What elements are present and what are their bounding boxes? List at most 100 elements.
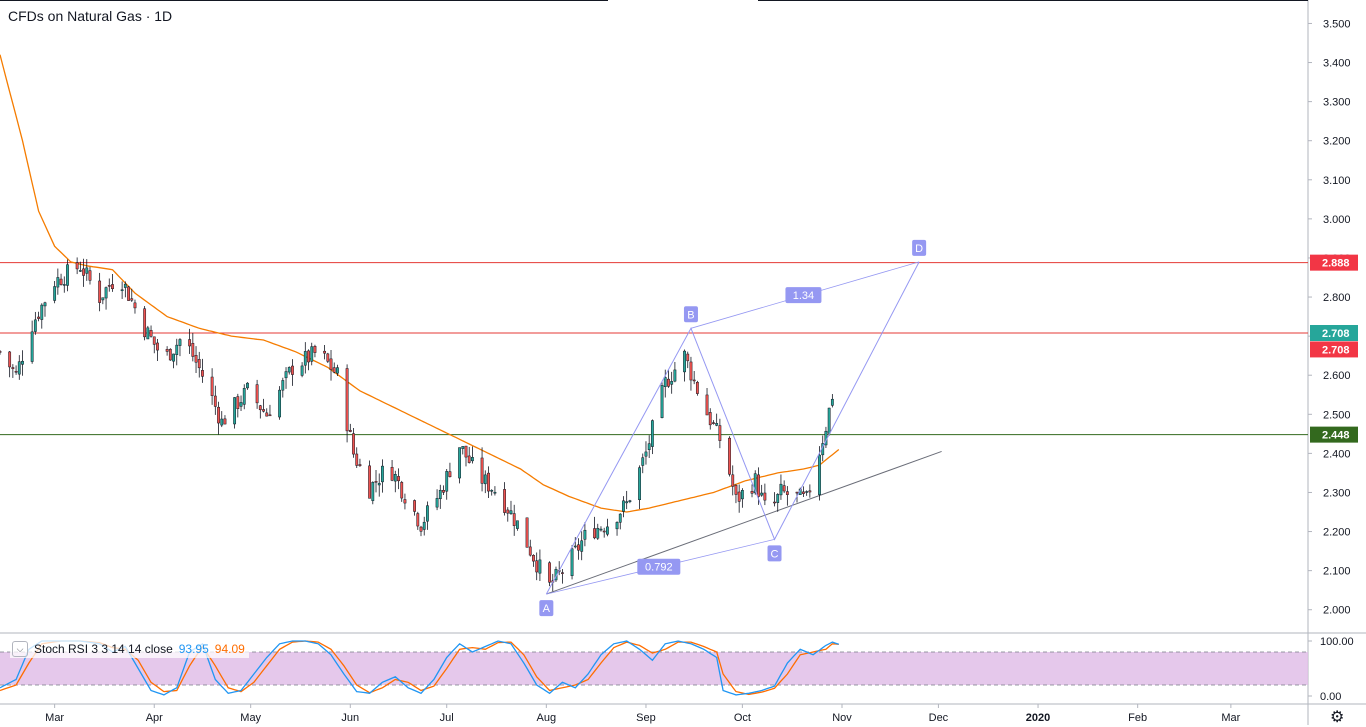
- candle-body: [101, 297, 105, 301]
- candle-body: [692, 379, 696, 382]
- candle-body: [56, 277, 60, 288]
- candle-body: [258, 405, 262, 411]
- candle-body: [355, 453, 359, 466]
- candle-body: [413, 500, 416, 512]
- candle-body: [458, 447, 461, 479]
- candle-body: [143, 308, 147, 338]
- price-tick-label: 3.200: [1323, 136, 1351, 148]
- chart-title: CFDs on Natural Gas · 1D: [8, 8, 173, 24]
- price-tick-label: 2.300: [1323, 487, 1351, 499]
- candle-body: [149, 330, 153, 337]
- candle-body: [281, 380, 285, 391]
- candle-body: [188, 339, 192, 347]
- candle-body: [605, 526, 609, 535]
- candle-body: [156, 342, 159, 351]
- time-axis[interactable]: Mar Apr May Jun Jul Aug Sep Oct Nov Dec 2020 Feb Mar: [45, 704, 1241, 724]
- candle-body: [236, 396, 240, 410]
- candle-body: [750, 490, 754, 494]
- candle-body: [650, 420, 654, 447]
- candle-body: [573, 545, 577, 548]
- candle-body: [123, 283, 127, 288]
- candle-body: [310, 346, 314, 362]
- time-tick-label: Apr: [146, 712, 163, 724]
- candle-body: [348, 429, 352, 432]
- price-tick-label: 2.100: [1323, 566, 1351, 578]
- candle-body: [580, 540, 584, 552]
- time-tick-label: 2020: [1026, 712, 1050, 724]
- candle-body: [644, 451, 648, 457]
- stoch-tick-label: 0.00: [1320, 691, 1341, 703]
- candle-body: [493, 491, 497, 494]
- pattern-ratio-badge: [785, 287, 822, 304]
- candle-body: [416, 513, 420, 527]
- price-badge-label: 2.888: [1322, 258, 1350, 270]
- candle-body: [265, 412, 269, 417]
- candle-body: [715, 423, 719, 426]
- candle-body: [548, 562, 551, 583]
- candle-body: [731, 474, 735, 487]
- candle-body: [284, 371, 288, 379]
- chevron-down-icon[interactable]: ⌵: [12, 641, 28, 657]
- candle-body: [622, 500, 625, 512]
- candle-body: [82, 268, 85, 276]
- candle-body: [374, 481, 378, 483]
- candle-body: [757, 474, 760, 497]
- candle-body: [760, 492, 764, 496]
- candle-body: [712, 422, 715, 424]
- candle-body: [471, 457, 474, 462]
- candle-body: [403, 499, 407, 504]
- candle-body: [120, 289, 124, 292]
- candle-body: [40, 304, 44, 320]
- candle-body: [66, 264, 69, 286]
- pattern-point-badge: [912, 239, 927, 256]
- candle-body: [233, 397, 237, 425]
- candle-body: [615, 522, 619, 530]
- harmonic-pattern: A B C D 0.792 1.34: [539, 239, 927, 617]
- candle-body: [628, 500, 632, 502]
- candle-body: [168, 348, 172, 361]
- pattern-point-label: C: [771, 548, 779, 560]
- candle-body: [689, 361, 693, 381]
- candle-body: [268, 414, 272, 417]
- time-tick-label: Jun: [341, 712, 359, 724]
- candle-body: [400, 482, 404, 499]
- candle-body: [21, 360, 24, 365]
- time-tick-label: Jul: [440, 712, 454, 724]
- candle-body: [805, 491, 809, 493]
- candle-body: [377, 483, 381, 486]
- candle-body: [670, 381, 674, 385]
- candle-body: [422, 521, 426, 530]
- candle-body: [368, 465, 371, 499]
- time-tick-label: Aug: [537, 712, 557, 724]
- pattern-ratio-label: 1.34: [793, 290, 814, 302]
- candle-body: [220, 418, 224, 426]
- pattern-ratio-label: 0.792: [645, 562, 673, 574]
- candle-body: [660, 385, 664, 418]
- candle-body: [525, 517, 529, 548]
- candle-body: [561, 572, 564, 574]
- candle-body: [104, 287, 108, 299]
- candle-body: [448, 471, 452, 478]
- candle-body: [130, 298, 134, 301]
- candle-body: [638, 467, 641, 500]
- candle-body: [705, 394, 709, 416]
- candle-body: [43, 302, 47, 307]
- indicator-d-value: 94.09: [214, 642, 245, 656]
- price-badge: [1310, 325, 1358, 342]
- price-tick-label: 3.500: [1323, 18, 1351, 30]
- candle-body: [480, 457, 484, 484]
- candle-body: [307, 350, 310, 363]
- gear-icon[interactable]: ⚙: [1330, 709, 1345, 726]
- candle-body: [599, 528, 603, 531]
- candle-body: [667, 378, 670, 387]
- candle-body: [506, 509, 510, 514]
- candle-body: [30, 331, 34, 362]
- time-tick-label: Oct: [734, 712, 751, 724]
- candle-body: [381, 465, 384, 483]
- candle-body: [352, 433, 355, 455]
- stoch-k-line: [0, 640, 840, 696]
- price-tick-label: 3.300: [1323, 97, 1351, 109]
- candle-body: [695, 381, 699, 394]
- candle-body: [217, 406, 220, 424]
